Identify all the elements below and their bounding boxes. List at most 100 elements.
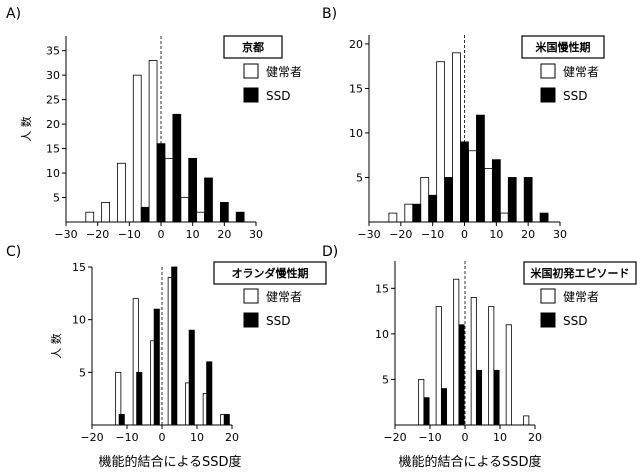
- ssd-bar: [440, 388, 448, 426]
- healthy-bar: [470, 297, 477, 426]
- ssd-bar: [412, 203, 422, 223]
- ssd-bar: [140, 206, 150, 223]
- x-tick-label: 10: [489, 228, 503, 241]
- ssd-bar: [204, 177, 213, 223]
- legend-ssd-swatch: [540, 312, 556, 328]
- y-tick-label: 5: [79, 366, 86, 379]
- ssd-bar: [458, 324, 465, 426]
- ssd-bar: [219, 202, 229, 223]
- y-tick-label: 25: [46, 94, 60, 107]
- ssd-bar: [493, 369, 500, 426]
- ssd-bar: [206, 361, 213, 426]
- ssd-bar: [476, 114, 485, 223]
- legend-ssd-swatch: [243, 312, 259, 328]
- ssd-bar: [428, 194, 438, 223]
- ssd-bar: [136, 371, 143, 426]
- healthy-bar: [164, 157, 174, 223]
- y-tick-label: 15: [375, 282, 389, 295]
- healthy-bar: [483, 168, 493, 223]
- y-tick-label: 5: [382, 373, 389, 386]
- x-tick-label: −30: [357, 228, 380, 241]
- legend-ssd-label: SSD: [563, 314, 587, 328]
- healthy-bar: [505, 324, 512, 426]
- legend-healthy-label: 健常者: [266, 290, 302, 304]
- legend-ssd-label: SSD: [563, 89, 587, 103]
- y-axis-label: 人 数: [20, 116, 33, 142]
- x-tick-label: −10: [115, 431, 138, 444]
- ssd-bar: [444, 177, 453, 223]
- y-tick-label: 10: [72, 314, 86, 327]
- ssd-bar: [153, 308, 160, 426]
- y-tick-label: 15: [72, 261, 86, 274]
- ssd-bar: [475, 369, 483, 426]
- panel-letter: D): [322, 244, 338, 260]
- y-tick-label: 15: [46, 143, 60, 156]
- x-tick-label: 0: [159, 431, 166, 444]
- ssd-bar: [171, 266, 178, 426]
- y-tick-label: 20: [46, 118, 60, 131]
- y-tick-label: 10: [349, 127, 363, 140]
- x-tick-label: −10: [118, 228, 141, 241]
- healthy-bar: [85, 211, 95, 223]
- x-axis-label-right: 機能的結合によるSSD度: [398, 454, 541, 470]
- legend-ssd-label: SSD: [266, 89, 290, 103]
- y-tick-label: 5: [53, 192, 60, 205]
- healthy-bar: [452, 52, 461, 223]
- region-title: 米国慢性期: [535, 40, 591, 54]
- x-tick-label: 10: [186, 228, 200, 241]
- x-tick-label: 0: [462, 431, 469, 444]
- region-title: 京都: [242, 40, 264, 54]
- y-tick-label: 10: [46, 167, 60, 180]
- healthy-bar: [436, 61, 446, 223]
- healthy-bar: [404, 203, 414, 223]
- ssd-bar: [523, 177, 533, 223]
- healthy-bar: [523, 415, 530, 426]
- y-tick-label: 10: [375, 328, 389, 341]
- ssd-bar: [118, 414, 125, 426]
- ssd-bar: [423, 397, 430, 426]
- legend-ssd-label: SSD: [266, 314, 290, 328]
- x-tick-label: 0: [461, 228, 468, 241]
- region-box: [523, 261, 637, 285]
- ssd-bar: [188, 329, 195, 426]
- healthy-bar: [132, 74, 142, 223]
- region-box: [213, 261, 327, 285]
- x-tick-label: −20: [80, 431, 103, 444]
- healthy-bar: [388, 212, 398, 223]
- healthy-bar: [435, 306, 442, 426]
- region-title: 米国初発エピソード: [530, 266, 630, 280]
- region-box: [223, 35, 283, 59]
- y-axis-label: 人 数: [50, 333, 63, 359]
- healthy-bar: [453, 278, 460, 426]
- y-tick-label: 20: [349, 38, 363, 51]
- x-tick-label: 20: [528, 431, 542, 444]
- y-tick-label: 15: [349, 82, 363, 95]
- x-tick-label: −20: [86, 228, 109, 241]
- legend-healthy-swatch: [243, 63, 259, 79]
- legend-healthy-swatch: [540, 63, 556, 79]
- healthy-bar: [196, 211, 205, 223]
- x-tick-label: −10: [418, 431, 441, 444]
- ssd-bar: [188, 157, 198, 223]
- x-tick-label: 0: [158, 228, 165, 241]
- y-tick-label: 5: [356, 171, 363, 184]
- panel-letter: C): [6, 244, 21, 260]
- legend-healthy-swatch: [540, 288, 556, 304]
- ssd-bar: [223, 414, 230, 426]
- x-tick-label: 30: [249, 228, 263, 241]
- healthy-bar: [468, 150, 477, 223]
- x-tick-label: −20: [383, 431, 406, 444]
- healthy-bar: [148, 60, 158, 223]
- x-tick-label: 10: [493, 431, 507, 444]
- healthy-bar: [180, 197, 190, 223]
- legend-ssd-swatch: [540, 87, 556, 103]
- ssd-bar: [539, 212, 549, 223]
- panel-letter: B): [322, 6, 337, 22]
- healthy-bar: [418, 379, 425, 426]
- y-tick-label: 35: [46, 45, 60, 58]
- x-tick-label: 20: [225, 431, 239, 444]
- legend-ssd-swatch: [243, 87, 259, 103]
